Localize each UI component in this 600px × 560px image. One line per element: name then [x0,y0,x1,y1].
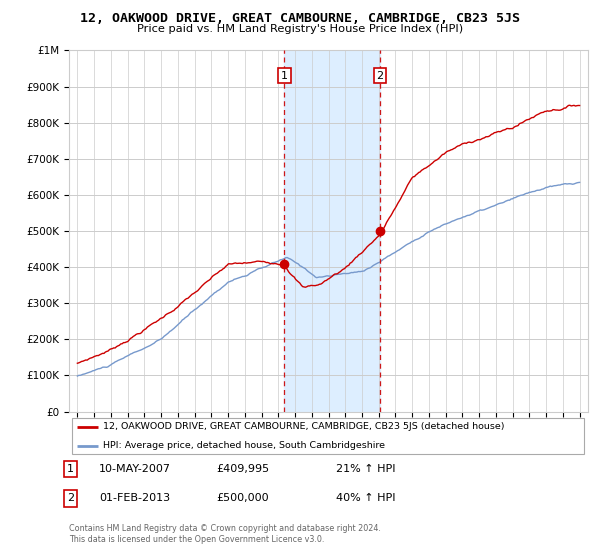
Text: This data is licensed under the Open Government Licence v3.0.: This data is licensed under the Open Gov… [69,535,325,544]
Text: 1: 1 [281,71,288,81]
Text: 2: 2 [67,493,74,503]
Text: 21% ↑ HPI: 21% ↑ HPI [336,464,395,474]
Text: Contains HM Land Registry data © Crown copyright and database right 2024.: Contains HM Land Registry data © Crown c… [69,524,381,533]
Text: 1: 1 [67,464,74,474]
FancyBboxPatch shape [71,418,584,454]
Text: 40% ↑ HPI: 40% ↑ HPI [336,493,395,503]
Text: 10-MAY-2007: 10-MAY-2007 [99,464,171,474]
Text: £409,995: £409,995 [216,464,269,474]
Bar [284,50,380,412]
Text: Price paid vs. HM Land Registry's House Price Index (HPI): Price paid vs. HM Land Registry's House … [137,24,463,34]
Text: 2: 2 [377,71,383,81]
Text: 01-FEB-2013: 01-FEB-2013 [99,493,170,503]
Text: £500,000: £500,000 [216,493,269,503]
Text: 12, OAKWOOD DRIVE, GREAT CAMBOURNE, CAMBRIDGE, CB23 5JS: 12, OAKWOOD DRIVE, GREAT CAMBOURNE, CAMB… [80,12,520,25]
Text: 12, OAKWOOD DRIVE, GREAT CAMBOURNE, CAMBRIDGE, CB23 5JS (detached house): 12, OAKWOOD DRIVE, GREAT CAMBOURNE, CAMB… [103,422,504,431]
Text: HPI: Average price, detached house, South Cambridgeshire: HPI: Average price, detached house, Sout… [103,441,385,450]
